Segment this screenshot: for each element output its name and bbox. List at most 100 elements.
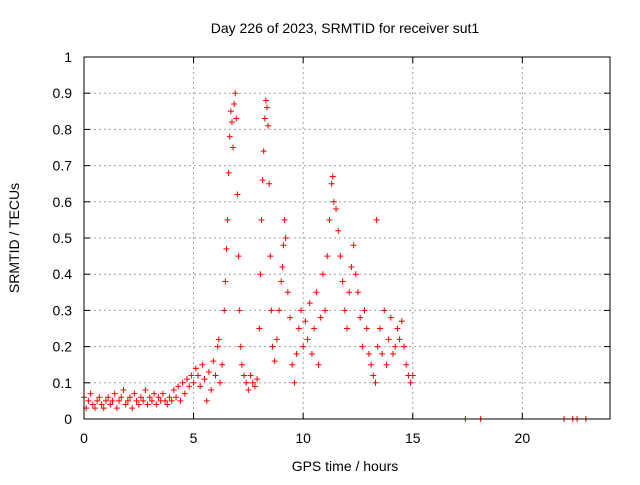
- data-point: [85, 397, 92, 404]
- data-point: [249, 379, 256, 386]
- data-point: [269, 343, 276, 350]
- data-point: [267, 253, 274, 260]
- x-tick-label: 5: [190, 430, 198, 446]
- data-point: [407, 379, 414, 386]
- data-point: [233, 115, 240, 122]
- data-point: [319, 271, 326, 278]
- y-tick-label: 0.1: [53, 375, 73, 391]
- data-point: [276, 307, 283, 314]
- y-tick-label: 0.6: [53, 194, 73, 210]
- data-point: [146, 394, 153, 401]
- data-point: [219, 361, 226, 368]
- data-point: [240, 372, 247, 379]
- data-point: [394, 325, 401, 332]
- y-tick-label: 0.2: [53, 339, 73, 355]
- data-point: [243, 379, 250, 386]
- points-layer: [81, 90, 589, 422]
- data-point: [127, 394, 134, 401]
- x-tick-label: 0: [80, 430, 88, 446]
- data-point: [293, 350, 300, 357]
- data-point: [392, 343, 399, 350]
- data-point: [365, 350, 372, 357]
- x-tick-label: 15: [405, 430, 421, 446]
- data-point: [282, 235, 289, 241]
- data-point: [199, 361, 206, 368]
- data-point: [133, 397, 140, 404]
- data-point: [273, 336, 280, 343]
- chart-title: Day 226 of 2023, SRMTID for receiver sut…: [211, 20, 480, 36]
- data-point: [140, 397, 147, 404]
- data-point: [297, 307, 304, 314]
- data-point: [370, 372, 377, 379]
- data-point: [348, 263, 355, 270]
- data-point: [335, 227, 342, 234]
- data-point: [363, 325, 370, 332]
- data-point: [304, 336, 311, 343]
- data-point: [235, 253, 242, 260]
- y-tick-label: 0.3: [53, 302, 73, 318]
- data-point: [194, 372, 201, 379]
- data-point: [330, 198, 337, 205]
- data-point: [390, 350, 397, 357]
- data-point: [238, 361, 245, 368]
- data-point: [184, 376, 191, 383]
- data-point: [409, 372, 416, 379]
- data-point: [192, 365, 199, 372]
- data-point: [170, 387, 177, 394]
- data-point: [227, 108, 234, 115]
- y-tick-label: 0.8: [53, 121, 73, 137]
- data-point: [98, 401, 105, 408]
- data-point: [148, 397, 155, 404]
- x-tick-label: 20: [515, 430, 531, 446]
- data-point: [164, 401, 171, 408]
- data-point: [289, 361, 296, 368]
- y-tick-label: 0.7: [53, 158, 73, 174]
- data-point: [225, 169, 232, 176]
- data-point: [226, 133, 233, 140]
- data-point: [287, 314, 294, 321]
- data-point: [261, 115, 268, 122]
- data-point: [142, 387, 149, 394]
- data-point: [232, 90, 239, 97]
- data-point: [328, 180, 335, 187]
- data-point: [118, 394, 125, 401]
- data-point: [113, 405, 120, 412]
- data-point: [137, 394, 144, 401]
- data-point: [291, 379, 298, 386]
- data-point: [179, 379, 186, 386]
- data-point: [234, 191, 241, 198]
- data-point: [326, 216, 333, 223]
- data-point: [116, 397, 123, 404]
- data-point: [107, 401, 114, 408]
- data-point: [166, 394, 173, 401]
- data-point: [333, 206, 340, 213]
- data-point: [268, 307, 275, 314]
- data-point: [302, 318, 309, 325]
- data-point: [109, 397, 116, 404]
- data-point: [247, 372, 254, 379]
- data-point: [188, 372, 195, 379]
- data-point: [372, 379, 379, 386]
- data-point: [91, 405, 98, 412]
- data-point: [131, 390, 138, 397]
- data-point: [322, 307, 329, 314]
- data-point: [265, 122, 272, 129]
- data-point: [228, 119, 235, 126]
- data-point: [368, 361, 375, 368]
- grid-layer: [84, 57, 610, 419]
- data-point: [266, 180, 273, 187]
- data-point: [278, 278, 285, 285]
- x-tick-label: 10: [295, 430, 311, 446]
- tick-labels-layer: 00.10.20.30.40.50.60.70.80.910 5 10 15 20: [53, 49, 531, 446]
- data-point: [341, 307, 348, 314]
- data-point: [230, 144, 237, 151]
- data-point: [205, 368, 212, 375]
- data-point: [257, 271, 264, 278]
- data-point: [177, 397, 184, 404]
- data-point: [383, 361, 390, 368]
- data-point: [398, 318, 405, 325]
- data-point: [231, 101, 238, 108]
- data-point: [308, 350, 315, 357]
